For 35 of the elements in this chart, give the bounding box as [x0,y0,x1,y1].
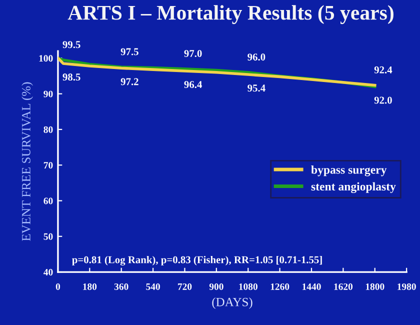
x-tick-label: 540 [146,283,160,290]
y-tick-label: 60 [44,198,53,204]
x-axis-title: (DAYS) [212,298,252,309]
x-tick-label: 180 [83,283,97,290]
x-tick-label: 900 [209,283,224,290]
data-label: 97.5 [120,48,138,56]
data-label: 99.5 [62,41,80,48]
y-tick-label: 70 [44,162,53,169]
x-tick-label: 1440 [302,283,321,290]
x-tick-label: 1620 [334,283,353,290]
annotation: p=0.81 (Log Rank), p=0.83 (Fisher), RR=1.05 [0.71-1.55] [72,256,322,266]
data-label: 92.4 [374,66,392,74]
data-label: 97.2 [120,78,138,86]
x-tick-label: 0 [56,283,60,290]
data-label: 92.0 [374,96,392,104]
x-tick-label: 720 [178,283,192,290]
y-tick-label: 80 [44,126,53,133]
y-axis-title: EVENT FREE SURVIVAL (%) [22,82,33,241]
y-tick-label: 100 [39,55,53,62]
data-label: 96.0 [248,54,266,61]
legend-label: stent angioplasty [311,182,396,194]
x-tick-label: 1980 [398,283,416,290]
y-tick-label: 50 [44,233,53,240]
data-label: 96.4 [184,81,202,88]
data-label: 98.5 [62,74,80,81]
data-label: 95.4 [248,84,266,92]
x-tick-label: 360 [114,283,128,290]
data-label: 97.0 [184,50,202,58]
chart-title: ARTS I – Mortality Results (5 years) [68,5,394,24]
y-tick-label: 40 [44,268,53,276]
x-tick-label: 1800 [366,283,384,290]
legend-label: bypass surgery [311,165,387,176]
x-tick-label: 1080 [239,283,258,290]
x-tick-label: 1260 [270,283,290,290]
y-tick-label: 90 [44,90,53,98]
